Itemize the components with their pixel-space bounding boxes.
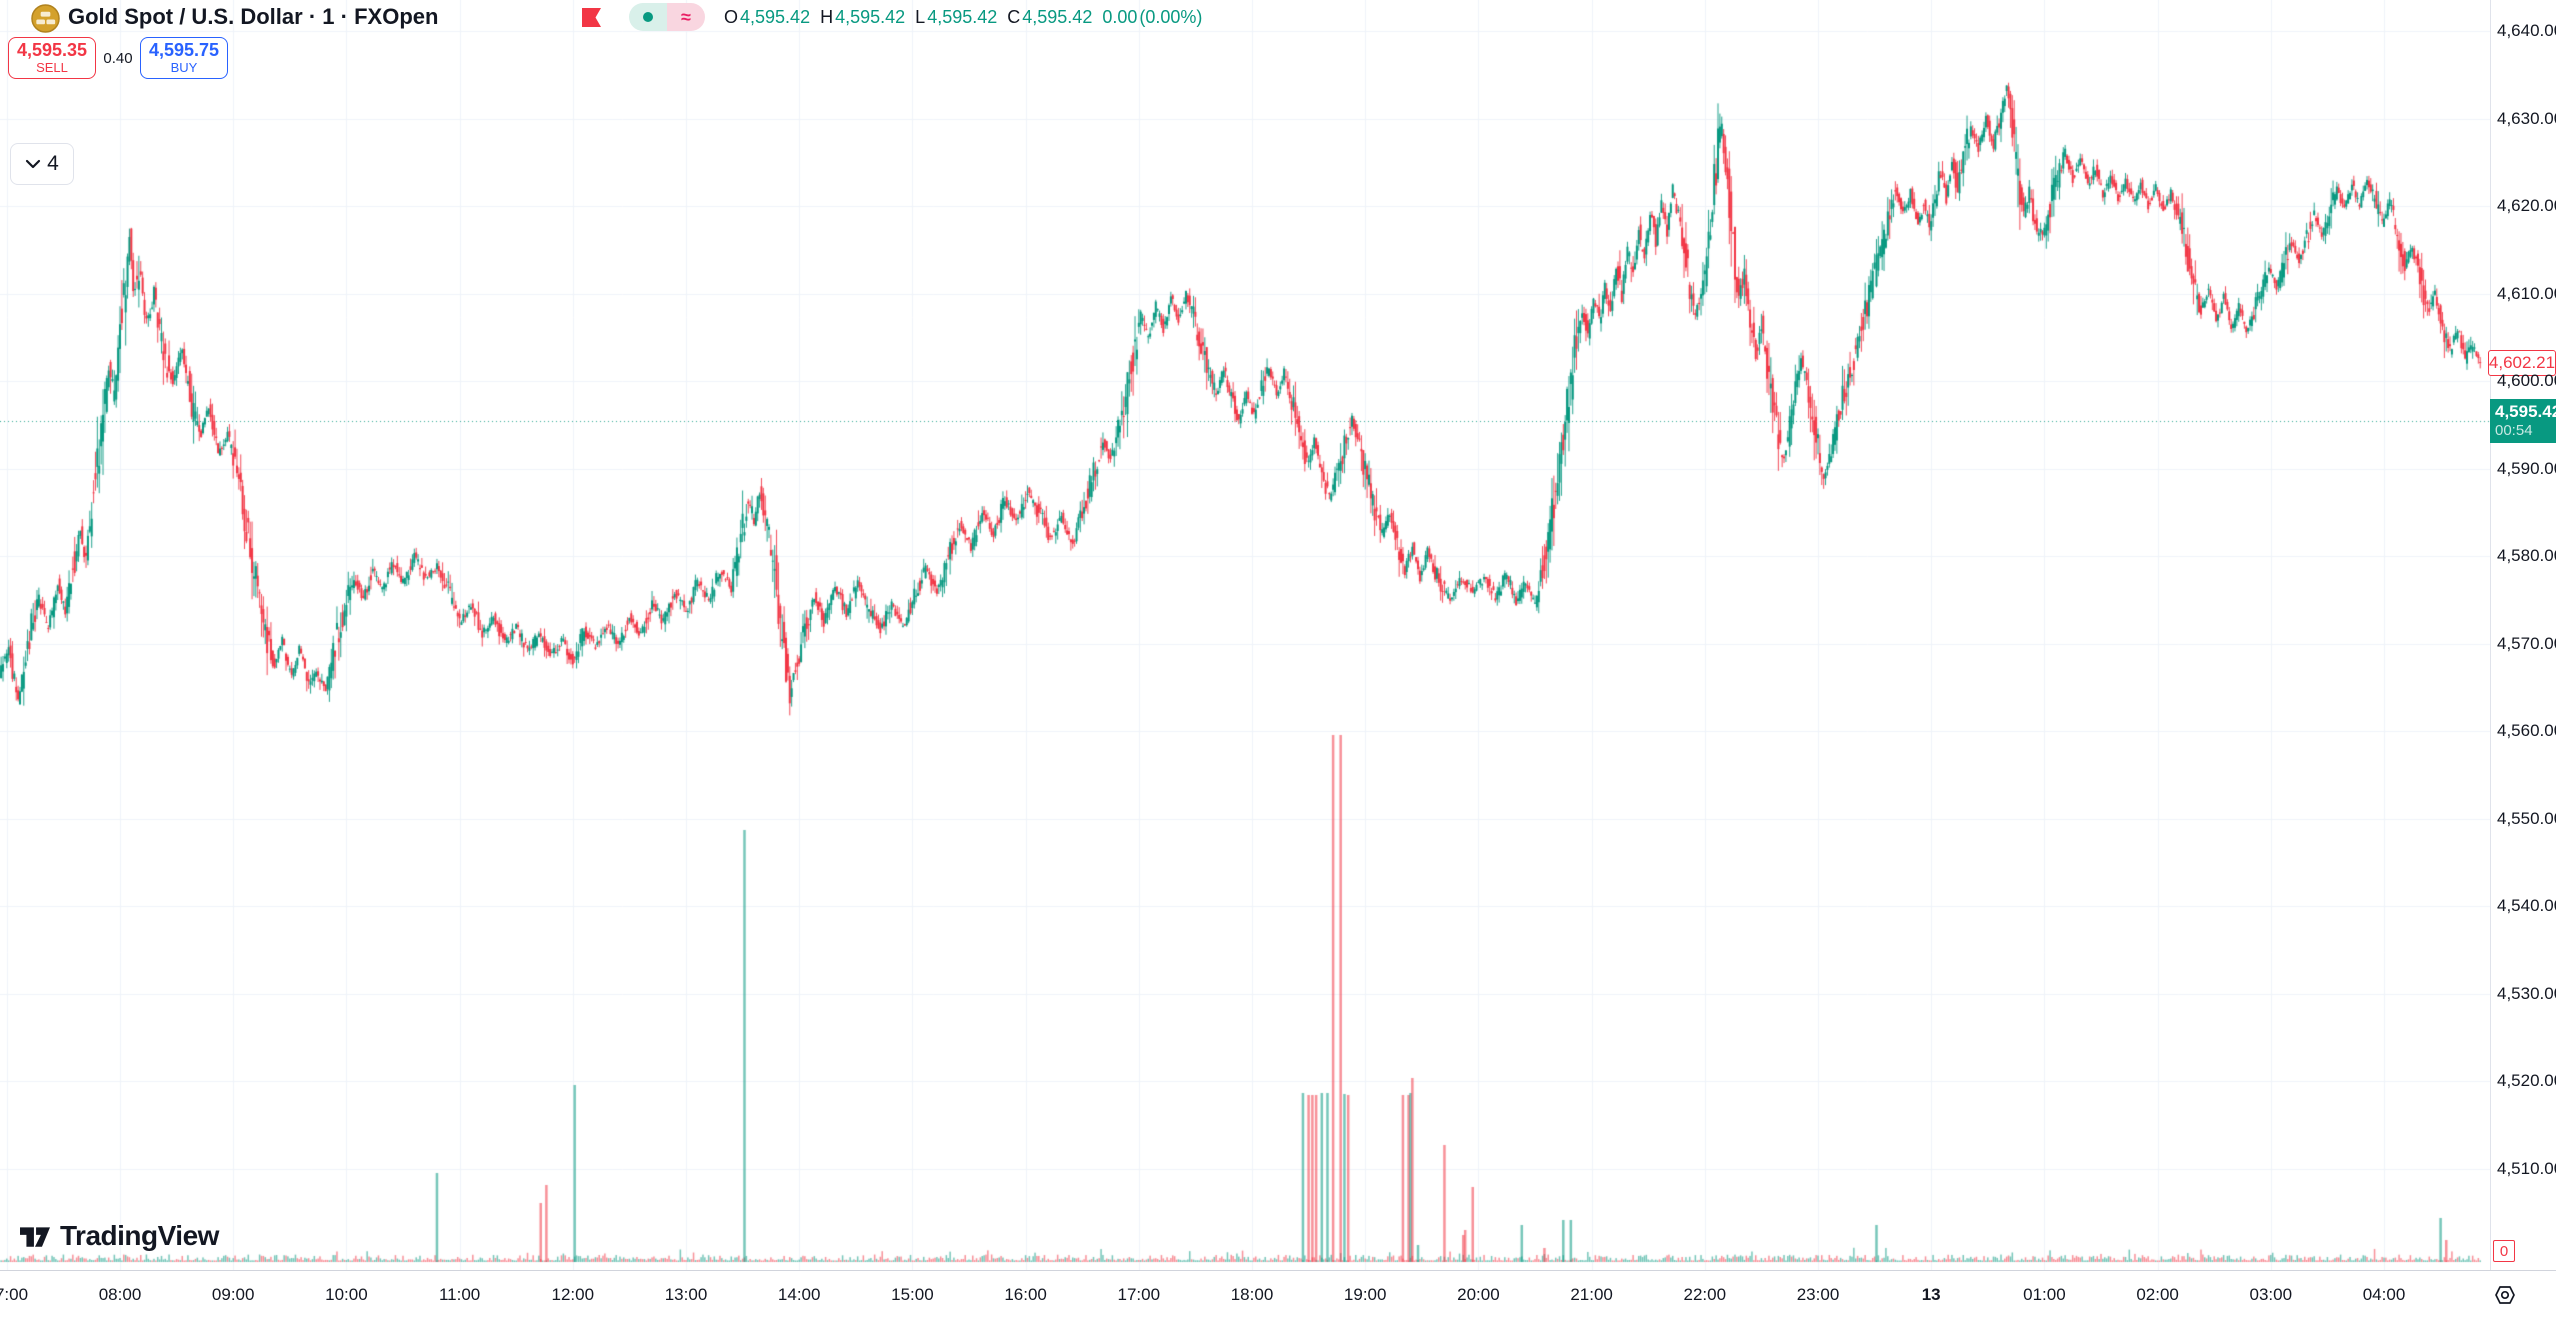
chart-settings-button[interactable] [2490,1280,2520,1310]
price-tick-label: 4,600.00 [2497,371,2556,390]
symbol-title[interactable]: Gold Spot / U.S. Dollar · 1 · FXOpen [68,4,439,29]
sell-button[interactable]: 4,595.35 SELL [8,37,96,79]
market-open-icon [629,3,667,31]
time-tick-label: 10:00 [325,1284,368,1304]
time-axis[interactable]: 07:00 08:00 09:00 10:00 11:00 12:00 13:00 14:00… [0,1270,2556,1318]
time-tick-label: 03:00 [2249,1284,2293,1304]
time-tick-label: 08:00 [98,1284,142,1304]
time-tick-label: 21:00 [1570,1284,1613,1304]
sell-price: 4,595.35 [16,40,88,60]
time-tick-label: 13:00 [664,1284,708,1304]
buy-price: 4,595.75 [148,40,220,60]
spread-value: 0.40 [103,49,133,67]
low-label: L [915,7,926,27]
tradingview-mark-icon [20,1227,50,1247]
bar-count-value: 4 [47,152,59,175]
time-tick-label: 12:00 [551,1284,595,1304]
time-tick-label: 22:00 [1683,1284,1727,1304]
time-tick-label: 18:00 [1230,1284,1274,1304]
close-label: C [1007,7,1021,27]
price-tick-label: 4,510.00 [2497,1158,2556,1178]
flag-icon[interactable] [580,7,602,28]
price-tick-label: 4,580.00 [2497,546,2556,565]
gold-coin-icon [31,4,60,33]
price-axis[interactable]: 4,602.21 4,595.42 00:54 0 4,640.00 4,630.… [2488,0,2556,1270]
price-tick-label: 4,610.00 [2497,283,2556,303]
price-chart-canvas[interactable] [0,0,2490,1270]
time-tick-label: 09:00 [211,1284,255,1304]
high-label: H [820,7,834,27]
time-tick-label: 04:00 [2362,1284,2406,1304]
time-tick-label: 11:00 [438,1284,481,1304]
open-label: O [724,7,739,27]
price-tick-label: 4,540.00 [2497,896,2556,915]
tradingview-logo[interactable]: TradingView [18,1220,219,1252]
price-tick-label: 4,550.00 [2497,808,2556,828]
current-price-badge: 4,595.42 00:54 [2490,399,2556,444]
market-status-pill[interactable]: ≈ [629,3,705,31]
price-tick-label: 4,630.00 [2497,108,2556,128]
price-tick-label: 4,530.00 [2497,983,2556,1003]
trade-panel: 4,595.35 SELL 0.40 4,595.75 BUY [8,36,228,80]
price-tick-label: 4,570.00 [2497,633,2556,653]
price-tick-label: 4,640.00 [2497,21,2556,40]
current-price-value: 4,595.42 [2495,402,2556,422]
gear-icon [2495,1286,2515,1304]
time-tick-label: 23:00 [1796,1284,1840,1304]
bar-countdown: 00:54 [2495,422,2533,440]
time-tick-label: 15:00 [891,1284,934,1304]
ohlc-legend: O 4,595.42 H 4,595.42 L 4,595.42 C 4,595.42 0.00… [724,7,1204,28]
last-price-badge: 4,602.21 [2488,349,2556,376]
time-tick-label: 17:00 [1117,1284,1161,1304]
time-tick-label: 14:00 [777,1284,821,1304]
price-tick-label: 4,590.00 [2497,458,2556,478]
price-tick-label: 4,520.00 [2497,1071,2556,1090]
time-tick-label: 16:00 [1004,1284,1047,1304]
time-tick-label: 13 [1921,1284,1941,1304]
buy-button[interactable]: 4,595.75 BUY [140,37,228,79]
high-value: 4,595.42 [835,7,906,27]
time-tick-label: 20:00 [1457,1284,1500,1304]
volume-value-badge: 0 [2493,1240,2515,1262]
chart-header: Gold Spot / U.S. Dollar · 1 · FXOpen ≈ O… [0,0,2000,36]
price-tick-label: 4,620.00 [2497,196,2556,215]
tradingview-logo-text: TradingView [60,1220,219,1251]
change-value: 0.00 [1102,7,1138,27]
bar-count-dropdown[interactable]: 4 [10,143,74,185]
low-value: 4,595.42 [927,7,998,27]
delayed-data-icon: ≈ [667,3,705,31]
time-tick-label: 07:00 [0,1284,29,1304]
price-tick-label: 4,560.00 [2497,721,2556,740]
time-tick-label: 01:00 [2023,1284,2066,1304]
time-tick-label: 02:00 [2136,1284,2179,1304]
chevron-down-icon [26,159,41,169]
open-value: 4,595.42 [740,7,811,27]
time-tick-label: 19:00 [1343,1284,1387,1304]
change-percent: (0.00%) [1139,7,1203,27]
close-value: 4,595.42 [1022,7,1093,27]
